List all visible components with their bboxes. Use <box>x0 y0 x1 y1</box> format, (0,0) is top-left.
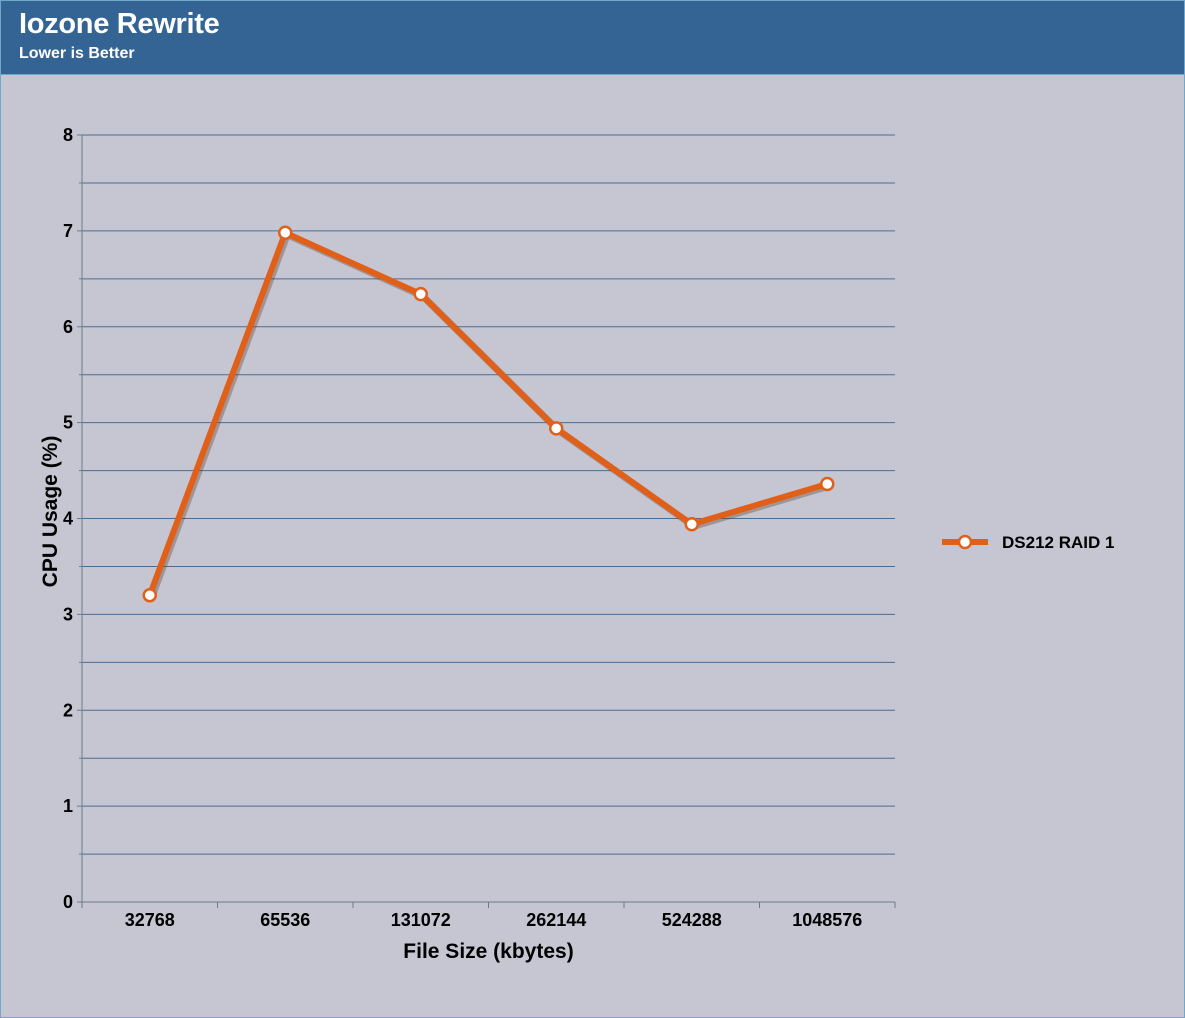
data-point <box>142 587 157 603</box>
y-tick-label: 8 <box>63 125 73 145</box>
x-tick-label: 131072 <box>391 910 451 930</box>
x-tick-label: 32768 <box>125 910 175 930</box>
series-line <box>146 229 831 599</box>
data-point <box>413 286 428 302</box>
legend: DS212 RAID 1 <box>942 533 1114 552</box>
data-point <box>278 225 293 241</box>
chart-header: Iozone Rewrite Lower is Better <box>1 1 1184 75</box>
data-point <box>820 476 835 492</box>
y-tick-label: 0 <box>63 892 73 912</box>
y-tick-label: 4 <box>63 509 73 529</box>
y-tick-label: 5 <box>63 413 73 433</box>
tick-labels: 0 1 2 3 4 5 6 7 8 32768 65536 131072 262144 524288 104… <box>63 125 862 930</box>
x-tick-label: 262144 <box>526 910 586 930</box>
y-tick-label: 3 <box>63 604 73 624</box>
axes <box>77 134 896 908</box>
gridlines <box>82 134 895 855</box>
y-tick-label: 6 <box>63 317 73 337</box>
series-line-shadow <box>148 231 831 599</box>
y-axis-title: CPU Usage (%) <box>39 436 62 588</box>
chart-subtitle: Lower is Better <box>19 45 135 62</box>
y-tick-label: 2 <box>63 700 73 720</box>
x-tick-label: 1048576 <box>792 910 862 930</box>
legend-label: DS212 RAID 1 <box>1002 533 1114 552</box>
y-tick-label: 1 <box>63 796 73 816</box>
data-point <box>549 421 564 436</box>
legend-swatch-marker <box>957 534 973 550</box>
x-axis-title: File Size (kbytes) <box>403 940 573 963</box>
x-tick-label: 65536 <box>260 910 310 930</box>
data-point <box>684 517 699 532</box>
y-tick-label: 7 <box>63 221 73 241</box>
series-layer <box>142 225 835 603</box>
chart-title: Iozone Rewrite <box>19 8 220 40</box>
x-tick-label: 524288 <box>662 910 722 930</box>
